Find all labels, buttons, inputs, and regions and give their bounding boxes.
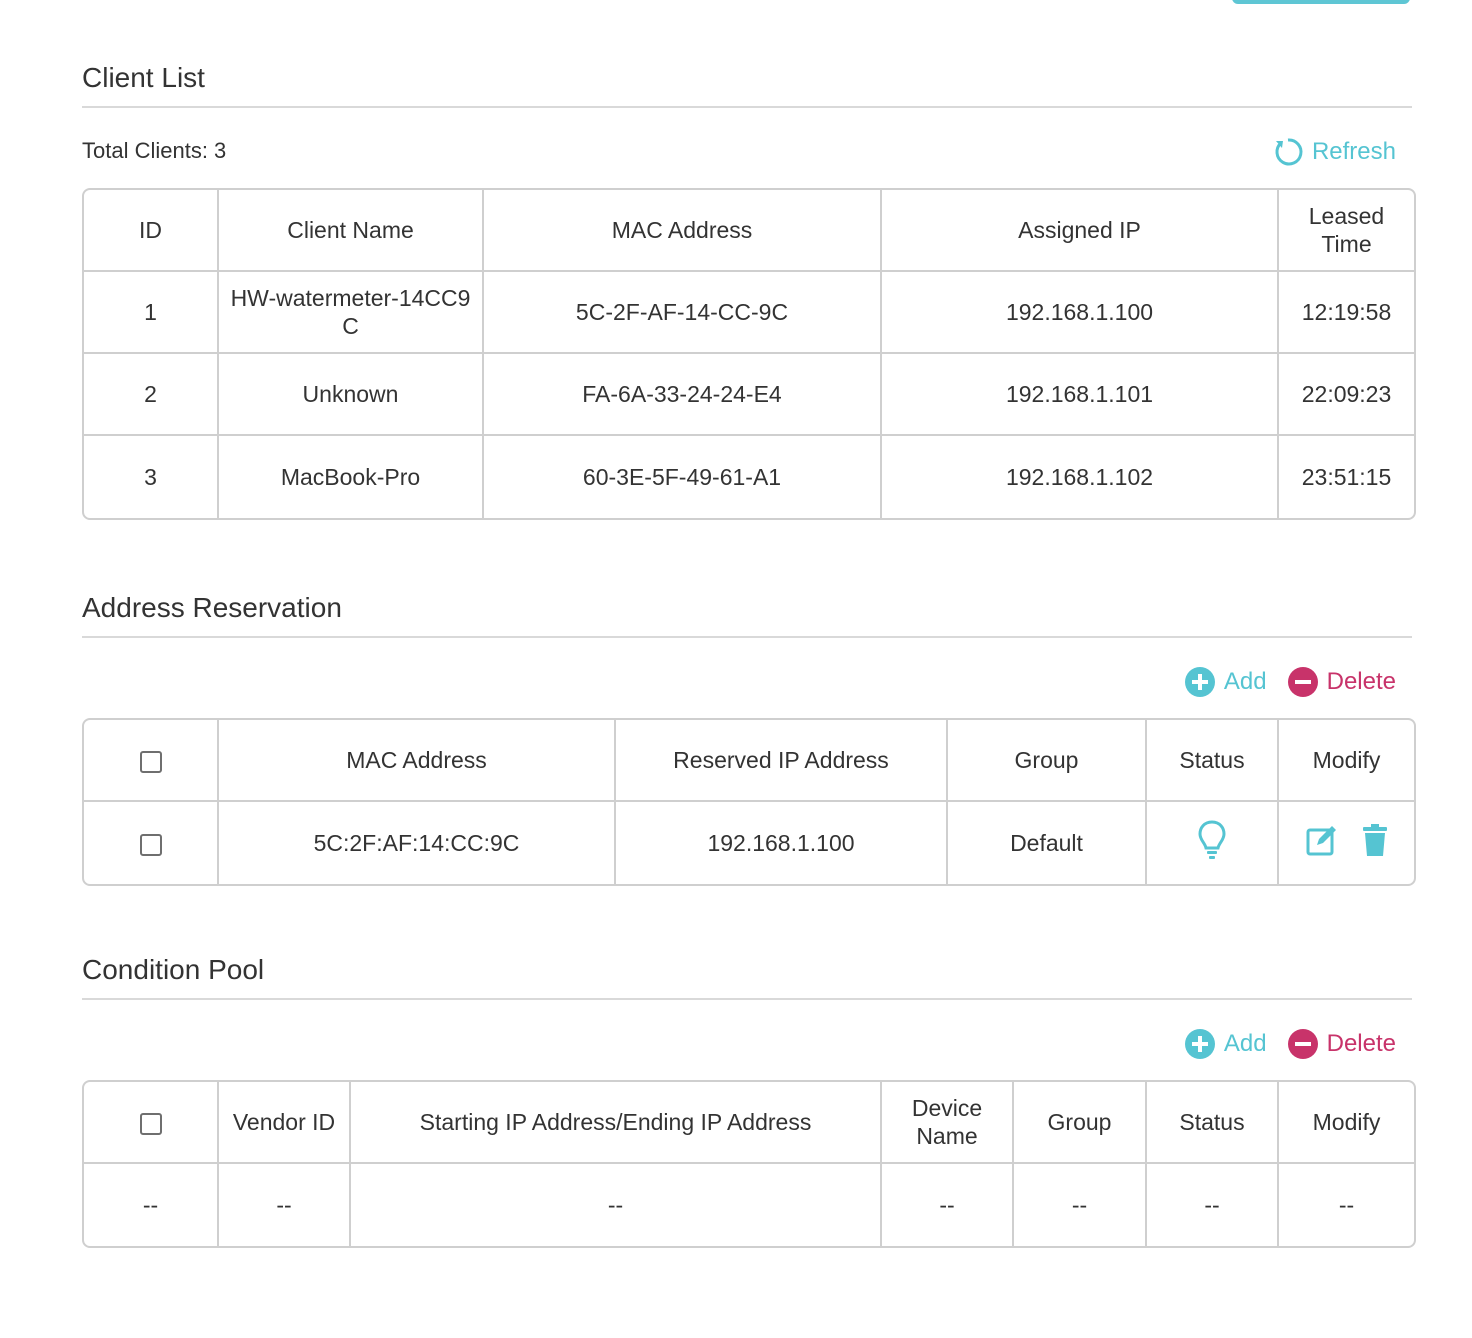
address-reservation-toolbar: Add Delete xyxy=(82,638,1412,718)
client-list-section: Client List Total Clients: 3 Refresh ID … xyxy=(82,58,1416,520)
client-list-toolbar: Total Clients: 3 Refresh xyxy=(82,108,1412,188)
table-row: -- -- -- -- -- -- -- xyxy=(84,1164,1414,1246)
column-header-group: Group xyxy=(948,720,1147,802)
cell-id: 3 xyxy=(84,436,219,518)
cell-client-name: MacBook-Pro xyxy=(219,436,484,518)
client-list-actions: Refresh xyxy=(1252,136,1396,168)
cell-assigned-ip: 192.168.1.102 xyxy=(882,436,1279,518)
column-header-status: Status xyxy=(1147,1082,1279,1164)
address-reservation-table: MAC Address Reserved IP Address Group St… xyxy=(82,718,1416,886)
cell-id: 1 xyxy=(84,272,219,354)
table-header-row: Vendor ID Starting IP Address/Ending IP … xyxy=(84,1082,1414,1164)
cell-leased-time: 22:09:23 xyxy=(1279,354,1414,436)
cell-mac-address: 5C-2F-AF-14-CC-9C xyxy=(484,272,882,354)
cell-group: -- xyxy=(1014,1164,1147,1246)
refresh-button[interactable]: Refresh xyxy=(1272,136,1396,168)
table-row: 5C:2F:AF:14:CC:9C 192.168.1.100 Default xyxy=(84,802,1414,884)
column-header-ip-range: Starting IP Address/Ending IP Address xyxy=(351,1082,882,1164)
cell-modify xyxy=(1279,802,1414,884)
minus-circle-icon xyxy=(1287,1029,1318,1059)
cell-mac-address: 5C:2F:AF:14:CC:9C xyxy=(219,802,616,884)
condition-pool-toolbar: Add Delete xyxy=(82,1000,1412,1080)
select-all-cell xyxy=(84,1082,219,1164)
column-header-status: Status xyxy=(1147,720,1279,802)
cell-vendor-id: -- xyxy=(219,1164,351,1246)
column-header-id: ID xyxy=(84,190,219,272)
condition-pool-title: Condition Pool xyxy=(82,950,1412,1000)
edit-icon[interactable] xyxy=(1305,823,1339,863)
column-header-mac-address: MAC Address xyxy=(484,190,882,272)
cell-client-name: Unknown xyxy=(219,354,484,436)
table-row: 1 HW-watermeter-14CC9C 5C-2F-AF-14-CC-9C… xyxy=(84,272,1414,354)
cell-reserved-ip: 192.168.1.100 xyxy=(616,802,948,884)
delete-label: Delete xyxy=(1326,1030,1396,1057)
total-clients-label: Total Clients: 3 xyxy=(82,138,227,163)
trash-icon[interactable] xyxy=(1362,823,1388,863)
cell-mac-address: 60-3E-5F-49-61-A1 xyxy=(484,436,882,518)
cell-id: 2 xyxy=(84,354,219,436)
address-reservation-actions: Add Delete xyxy=(1164,666,1396,698)
delete-button[interactable]: Delete xyxy=(1287,1028,1396,1060)
table-header-row: MAC Address Reserved IP Address Group St… xyxy=(84,720,1414,802)
column-header-group: Group xyxy=(1014,1082,1147,1164)
table-header-row: ID Client Name MAC Address Assigned IP L… xyxy=(84,190,1414,272)
column-header-modify: Modify xyxy=(1279,1082,1414,1164)
add-label: Add xyxy=(1223,668,1267,695)
refresh-label: Refresh xyxy=(1311,138,1396,165)
address-reservation-title: Address Reservation xyxy=(82,588,1412,638)
cell-leased-time: 23:51:15 xyxy=(1301,464,1392,490)
refresh-icon xyxy=(1275,138,1303,166)
column-header-modify: Modify xyxy=(1279,720,1414,802)
row-checkbox[interactable] xyxy=(139,833,162,856)
cell-status: -- xyxy=(1147,1164,1279,1246)
add-button[interactable]: Add xyxy=(1184,666,1267,698)
cell-mac-address: FA-6A-33-24-24-E4 xyxy=(484,354,882,436)
cell-device-name: -- xyxy=(882,1164,1014,1246)
table-row: 3 MacBook-Pro 60-3E-5F-49-61-A1 192.168.… xyxy=(84,436,1414,518)
delete-button[interactable]: Delete xyxy=(1287,666,1396,698)
lightbulb-icon[interactable] xyxy=(1197,819,1227,867)
column-header-client-name: Client Name xyxy=(219,190,484,272)
cell-modify: -- xyxy=(1338,1192,1355,1218)
client-list-title: Client List xyxy=(82,58,1412,108)
condition-pool-actions: Add Delete xyxy=(1164,1028,1396,1060)
add-button[interactable]: Add xyxy=(1184,1028,1267,1060)
plus-circle-icon xyxy=(1184,667,1215,697)
add-label: Add xyxy=(1223,1030,1267,1057)
top-tab-edge xyxy=(1232,0,1410,4)
condition-pool-table: Vendor ID Starting IP Address/Ending IP … xyxy=(82,1080,1416,1248)
cell-status xyxy=(1147,802,1279,884)
row-select-cell xyxy=(84,802,219,884)
cell-assigned-ip: 192.168.1.100 xyxy=(882,272,1279,354)
column-header-vendor-id: Vendor ID xyxy=(219,1082,351,1164)
select-all-checkbox[interactable] xyxy=(139,750,162,773)
cell-ip-range: -- xyxy=(351,1164,882,1246)
column-header-reserved-ip: Reserved IP Address xyxy=(616,720,948,802)
column-header-device-name: Device Name xyxy=(882,1082,1014,1164)
cell-assigned-ip: 192.168.1.101 xyxy=(882,354,1279,436)
cell-leased-time: 12:19:58 xyxy=(1279,272,1414,354)
cell-group: Default xyxy=(948,802,1147,884)
plus-circle-icon xyxy=(1184,1029,1215,1059)
column-header-leased-time: Leased Time xyxy=(1279,190,1414,272)
select-all-checkbox[interactable] xyxy=(139,1112,162,1135)
select-all-cell xyxy=(84,720,219,802)
delete-label: Delete xyxy=(1326,668,1396,695)
condition-pool-section: Condition Pool Add Delete xyxy=(82,950,1416,1248)
cell-placeholder: -- xyxy=(84,1164,219,1246)
address-reservation-section: Address Reservation Add Delete xyxy=(82,588,1416,886)
cell-client-name: HW-watermeter-14CC9C xyxy=(219,272,484,354)
table-row: 2 Unknown FA-6A-33-24-24-E4 192.168.1.10… xyxy=(84,354,1414,436)
client-list-table: ID Client Name MAC Address Assigned IP L… xyxy=(82,188,1416,520)
column-header-mac-address: MAC Address xyxy=(219,720,616,802)
minus-circle-icon xyxy=(1287,667,1318,697)
column-header-assigned-ip: Assigned IP xyxy=(882,190,1279,272)
